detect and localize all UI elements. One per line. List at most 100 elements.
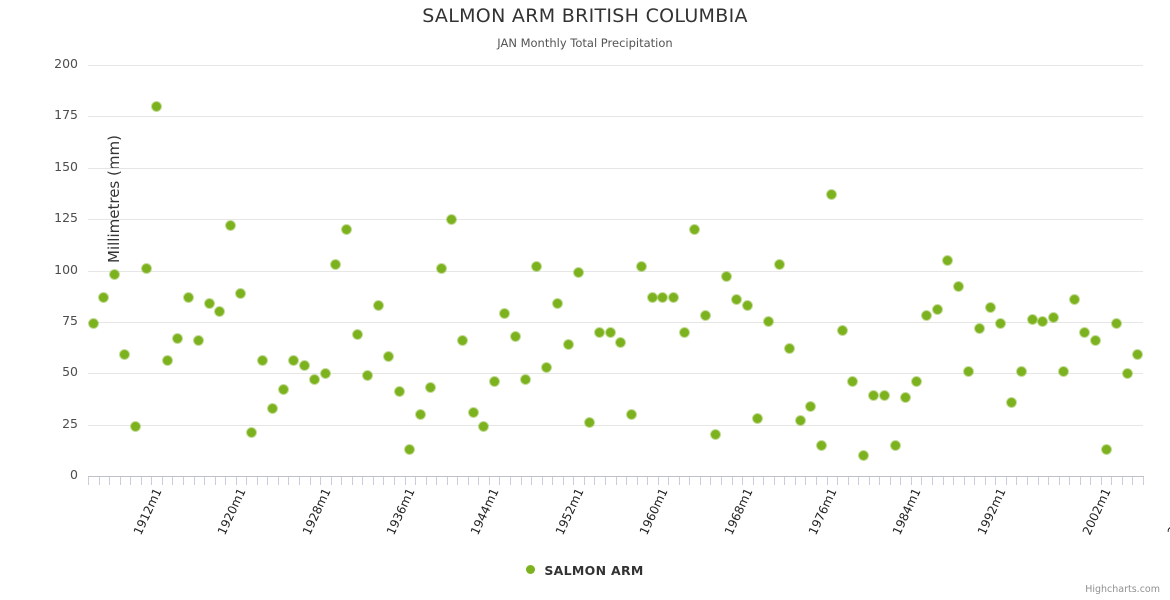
data-point[interactable] <box>974 323 984 333</box>
data-point[interactable] <box>1006 397 1016 407</box>
data-point[interactable] <box>152 101 162 111</box>
data-point[interactable] <box>257 356 267 366</box>
data-point[interactable] <box>848 376 858 386</box>
data-point[interactable] <box>215 307 225 317</box>
data-point[interactable] <box>626 409 636 419</box>
data-point[interactable] <box>320 368 330 378</box>
data-point[interactable] <box>173 333 183 343</box>
data-point[interactable] <box>742 300 752 310</box>
credits-link[interactable]: Highcharts.com <box>1085 584 1160 595</box>
data-point[interactable] <box>563 339 573 349</box>
data-point[interactable] <box>521 374 531 384</box>
data-point[interactable] <box>816 440 826 450</box>
data-point[interactable] <box>721 272 731 282</box>
data-point[interactable] <box>542 362 552 372</box>
data-point[interactable] <box>426 383 436 393</box>
data-point[interactable] <box>679 327 689 337</box>
data-point[interactable] <box>795 416 805 425</box>
data-point[interactable] <box>130 422 140 432</box>
data-point[interactable] <box>1091 335 1101 345</box>
data-point[interactable] <box>858 450 868 460</box>
data-point[interactable] <box>880 391 890 401</box>
data-point[interactable] <box>637 261 647 271</box>
data-point[interactable] <box>120 350 130 360</box>
data-point[interactable] <box>616 337 626 347</box>
data-point[interactable] <box>605 327 615 337</box>
data-point[interactable] <box>489 376 499 386</box>
data-point[interactable] <box>405 444 415 454</box>
data-point[interactable] <box>837 325 847 335</box>
data-point[interactable] <box>225 220 235 230</box>
data-point[interactable] <box>447 214 457 224</box>
data-point[interactable] <box>162 356 172 366</box>
legend-item-salmon-arm[interactable]: SALMON ARM <box>526 562 643 578</box>
data-point[interactable] <box>806 401 816 411</box>
data-point[interactable] <box>436 263 446 273</box>
data-point[interactable] <box>1080 327 1090 337</box>
data-point[interactable] <box>194 335 204 345</box>
data-point[interactable] <box>922 311 932 321</box>
data-point[interactable] <box>911 376 921 386</box>
data-point[interactable] <box>236 288 246 298</box>
data-point[interactable] <box>996 319 1006 329</box>
data-point[interactable] <box>901 393 911 403</box>
data-point[interactable] <box>109 270 119 280</box>
data-point[interactable] <box>299 360 309 370</box>
data-point[interactable] <box>458 335 468 345</box>
data-point[interactable] <box>468 407 478 417</box>
data-point[interactable] <box>869 391 879 401</box>
data-point[interactable] <box>394 387 404 397</box>
data-point[interactable] <box>1038 317 1048 327</box>
data-point[interactable] <box>363 370 373 380</box>
data-point[interactable] <box>1069 294 1079 304</box>
data-point[interactable] <box>268 403 278 413</box>
data-point[interactable] <box>341 224 351 234</box>
data-point[interactable] <box>1112 319 1122 329</box>
data-point[interactable] <box>99 292 109 302</box>
data-point[interactable] <box>595 327 605 337</box>
data-point[interactable] <box>204 298 214 308</box>
data-point[interactable] <box>785 344 795 354</box>
data-point[interactable] <box>510 331 520 341</box>
data-point[interactable] <box>500 309 510 319</box>
data-point[interactable] <box>827 189 837 199</box>
data-point[interactable] <box>1059 366 1069 376</box>
data-point[interactable] <box>352 329 362 339</box>
data-point[interactable] <box>943 255 953 265</box>
data-point[interactable] <box>247 428 257 438</box>
data-point[interactable] <box>753 413 763 423</box>
data-point[interactable] <box>552 298 562 308</box>
data-point[interactable] <box>1027 315 1037 325</box>
data-point[interactable] <box>574 268 584 278</box>
data-point[interactable] <box>711 430 721 440</box>
data-point[interactable] <box>88 319 98 329</box>
data-point[interactable] <box>700 311 710 321</box>
data-point[interactable] <box>331 259 341 269</box>
data-point[interactable] <box>373 300 383 310</box>
data-point[interactable] <box>690 224 700 234</box>
data-point[interactable] <box>985 302 995 312</box>
data-point[interactable] <box>531 261 541 271</box>
data-point[interactable] <box>384 352 394 362</box>
data-point[interactable] <box>1122 368 1132 378</box>
data-point[interactable] <box>479 422 489 432</box>
data-point[interactable] <box>732 294 742 304</box>
data-point[interactable] <box>658 292 668 302</box>
data-point[interactable] <box>953 282 963 292</box>
data-point[interactable] <box>1017 366 1027 376</box>
data-point[interactable] <box>932 305 942 315</box>
data-point[interactable] <box>1101 444 1111 454</box>
data-point[interactable] <box>774 259 784 269</box>
data-point[interactable] <box>1133 350 1143 360</box>
data-point[interactable] <box>141 263 151 273</box>
data-point[interactable] <box>278 385 288 395</box>
data-point[interactable] <box>669 292 679 302</box>
data-point[interactable] <box>890 440 900 450</box>
data-point[interactable] <box>584 418 594 428</box>
data-point[interactable] <box>415 409 425 419</box>
data-point[interactable] <box>964 366 974 376</box>
data-point[interactable] <box>310 374 320 384</box>
data-point[interactable] <box>183 292 193 302</box>
data-point[interactable] <box>763 317 773 327</box>
data-point[interactable] <box>289 356 299 366</box>
